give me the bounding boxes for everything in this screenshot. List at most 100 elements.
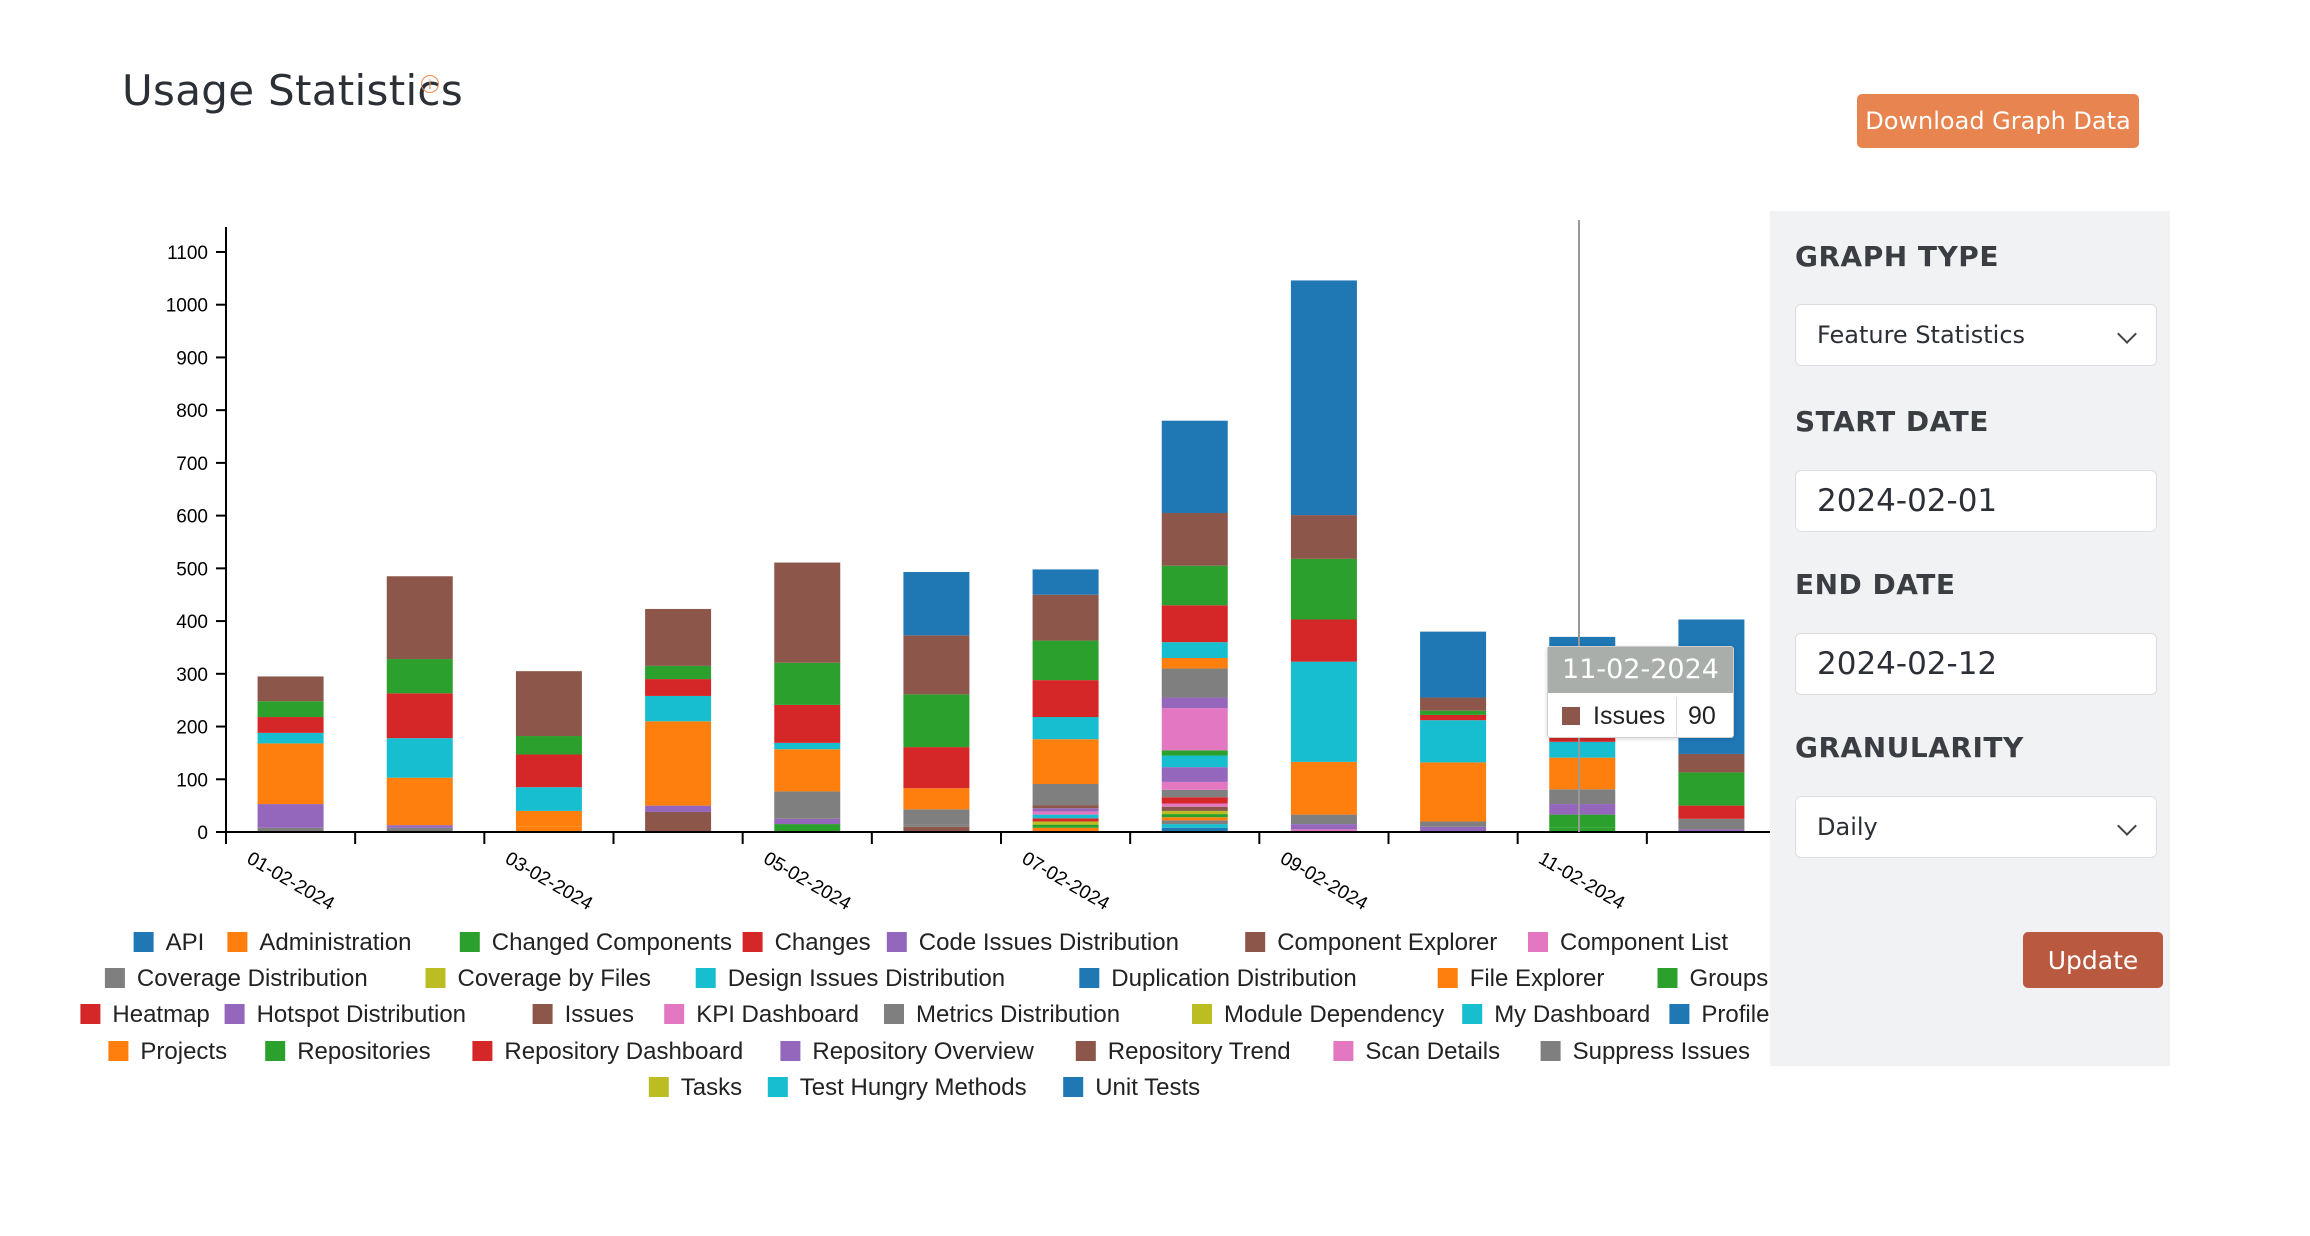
- bar-segment: [1161, 797, 1228, 804]
- bar-segment: [1290, 761, 1357, 815]
- end-date-label: END DATE: [1795, 568, 1956, 601]
- y-axis: 0 100 200 300 400 500 600 700 800 900 1000 1100: [166, 226, 227, 844]
- legend-swatch: [1437, 968, 1458, 988]
- page-title: Usage Statistics: [122, 66, 464, 115]
- bar-segment: [645, 665, 712, 680]
- bar-segment: [1290, 619, 1357, 662]
- bar-segment: [1420, 826, 1487, 832]
- legend-swatch: [1063, 1077, 1084, 1097]
- legend-item: Administration: [259, 929, 411, 956]
- legend-swatch: [1657, 968, 1678, 988]
- legend-swatch: [1462, 1004, 1483, 1024]
- bar-segment: [257, 732, 324, 744]
- bar-segment: [1549, 757, 1616, 790]
- bar-segment: [1678, 753, 1745, 773]
- legend-item: Repository Overview: [812, 1038, 1034, 1065]
- bar-segment: [257, 676, 324, 702]
- y-tick-label: 900: [176, 348, 208, 369]
- bar-segment: [645, 805, 712, 812]
- legend-swatch: [886, 932, 907, 952]
- bar-segment: [1161, 803, 1228, 807]
- bar-segment: [386, 576, 453, 660]
- legend-item: Heatmap: [112, 1001, 209, 1028]
- start-date-value: 2024-02-01: [1817, 483, 1998, 519]
- update-button[interactable]: Update: [2023, 932, 2163, 988]
- x-tick-label: 07-02-2024: [1018, 848, 1113, 915]
- bar-segment: [774, 812, 841, 819]
- legend-swatch: [1079, 968, 1100, 988]
- bar-segment: [1161, 657, 1228, 669]
- bar-segment: [774, 562, 841, 663]
- legend-swatch: [695, 968, 716, 988]
- legend-swatch: [472, 1041, 493, 1061]
- legend-swatch: [1540, 1041, 1561, 1061]
- bar-segment: [1420, 710, 1487, 715]
- bar-segment: [1032, 680, 1099, 718]
- bar-segment: [1290, 814, 1357, 825]
- y-tick-label: 700: [176, 454, 208, 475]
- bar-segment: [1161, 642, 1228, 658]
- legend-item: Repository Dashboard: [504, 1038, 743, 1065]
- bar-segment: [1161, 781, 1228, 790]
- bar-segment: [1161, 708, 1228, 751]
- legend-item: Projects: [140, 1038, 227, 1065]
- graph-type-select[interactable]: Feature Statistics: [1795, 304, 2157, 366]
- bar-segment: [774, 791, 841, 813]
- legend-swatch: [884, 1004, 904, 1024]
- usage-chart: 0 100 200 300 400 500 600 700 800 900 1000 1100 01-…: [80, 220, 1770, 1101]
- bar-segment: [1161, 565, 1228, 606]
- bar-segment: [386, 825, 453, 828]
- bar-segment: [1161, 512, 1228, 566]
- chevron-down-icon: [2117, 324, 2137, 344]
- bar-segment: [1161, 824, 1228, 828]
- bar-segment: [1549, 804, 1616, 815]
- bar-segment: [1161, 755, 1228, 768]
- granularity-select[interactable]: Daily: [1795, 796, 2157, 858]
- x-tick-label: 11-02-2024: [1535, 848, 1629, 914]
- bar-segment: [386, 777, 453, 826]
- bar-segment: [386, 738, 453, 778]
- bar-segment: [1678, 829, 1745, 832]
- bar-segment: [1032, 814, 1099, 819]
- bar-segment: [1032, 805, 1099, 809]
- end-date-value: 2024-02-12: [1817, 646, 1998, 682]
- bar-segment: [386, 659, 453, 694]
- legend-swatch: [742, 932, 763, 952]
- bar-segment: [1032, 739, 1099, 785]
- legend-swatch: [1669, 1004, 1690, 1024]
- legend-item: Component Explorer: [1277, 929, 1497, 956]
- legend-swatch: [265, 1041, 286, 1061]
- bar-segment: [1032, 818, 1099, 822]
- info-icon[interactable]: i: [421, 75, 439, 93]
- bar-segment: [1678, 805, 1745, 819]
- legend-item: Design Issues Distribution: [728, 965, 1005, 992]
- y-tick-label: 500: [176, 559, 208, 580]
- bar-segment: [1032, 808, 1099, 812]
- start-date-input[interactable]: 2024-02-01: [1795, 470, 2157, 532]
- bar-segment: [257, 701, 324, 718]
- download-graph-data-button[interactable]: Download Graph Data: [1857, 94, 2139, 148]
- y-tick-label: 1000: [166, 296, 208, 317]
- x-tick-label: 03-02-2024: [501, 848, 596, 915]
- end-date-input[interactable]: 2024-02-12: [1795, 633, 2157, 695]
- chart-tooltip: 11-02-2024 Issues 90: [1547, 646, 1734, 738]
- bar-segment: [1420, 697, 1487, 711]
- bar-segment: [774, 824, 841, 832]
- bar-segment: [1161, 810, 1228, 815]
- legend: API Administration Changed Components Chang…: [80, 929, 1769, 1101]
- bar-segment: [1678, 772, 1745, 806]
- legend-item: File Explorer: [1470, 965, 1605, 992]
- bar-segment: [1032, 811, 1099, 815]
- legend-item: Metrics Distribution: [916, 1001, 1120, 1028]
- legend-item: Scan Details: [1365, 1038, 1500, 1065]
- bar-segment: [1032, 784, 1099, 806]
- bars: [257, 280, 1745, 832]
- legend-item: Code Issues Distribution: [919, 929, 1179, 956]
- y-tick-label: 300: [176, 665, 208, 686]
- y-tick-label: 200: [176, 718, 208, 739]
- legend-swatch: [767, 1077, 788, 1097]
- legend-swatch: [133, 932, 154, 952]
- bar-segment: [1161, 697, 1228, 709]
- y-tick-label: 0: [197, 823, 208, 844]
- tooltip-swatch: [1562, 707, 1580, 725]
